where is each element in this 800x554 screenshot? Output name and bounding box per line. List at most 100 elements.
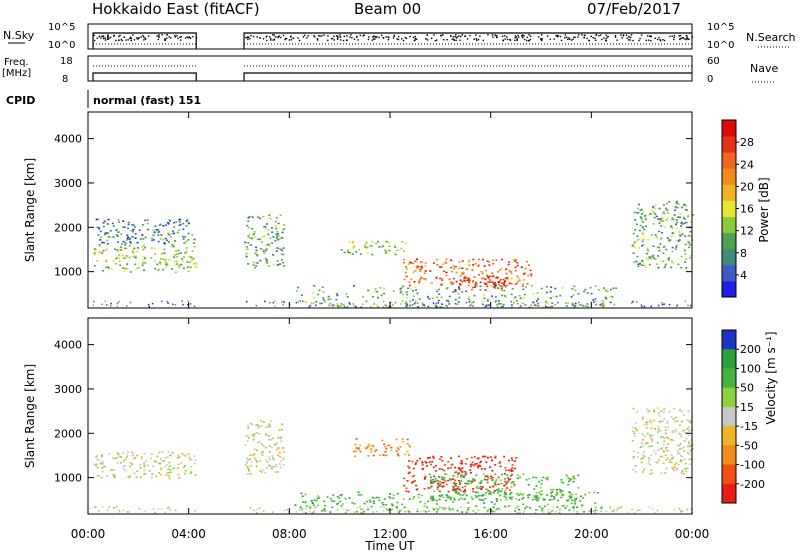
nsky-point bbox=[614, 36, 617, 38]
echo-pixel bbox=[659, 243, 662, 245]
echo-pixel bbox=[348, 251, 351, 254]
echo-pixel bbox=[518, 508, 521, 511]
echo-pixel bbox=[464, 482, 466, 485]
echo-pixel bbox=[127, 476, 130, 478]
echo-pixel bbox=[410, 278, 413, 280]
echo-pixel bbox=[675, 200, 678, 203]
echo-pixel bbox=[485, 269, 488, 272]
echo-pixel bbox=[408, 460, 411, 462]
echo-pixel bbox=[99, 251, 102, 253]
nsky-point bbox=[136, 38, 139, 40]
echo-pixel bbox=[637, 265, 640, 268]
echo-pixel bbox=[527, 274, 530, 277]
nsky-point bbox=[277, 35, 280, 38]
echo-pixel bbox=[525, 286, 527, 288]
nsky-point bbox=[650, 40, 652, 42]
velocity-colorbar-tick-label: -50 bbox=[740, 439, 758, 452]
echo-pixel bbox=[444, 507, 447, 510]
nsky-point bbox=[514, 37, 516, 39]
nsky-point bbox=[632, 39, 634, 42]
echo-pixel bbox=[175, 253, 178, 256]
echo-pixel bbox=[302, 300, 304, 302]
echo-pixel bbox=[183, 454, 185, 456]
echo-pixel bbox=[445, 271, 448, 274]
echo-pixel bbox=[689, 422, 692, 424]
echo-pixel bbox=[261, 454, 264, 456]
nsky-point bbox=[415, 38, 418, 40]
echo-pixel bbox=[432, 457, 435, 459]
echo-pixel bbox=[247, 427, 250, 429]
echo-pixel bbox=[253, 233, 255, 235]
echo-pixel bbox=[482, 258, 485, 261]
echo-pixel bbox=[339, 494, 342, 496]
echo-pixel bbox=[146, 219, 149, 221]
echo-pixel bbox=[546, 476, 549, 479]
echo-pixel bbox=[369, 244, 371, 247]
echo-pixel bbox=[513, 485, 516, 487]
echo-pixel bbox=[634, 471, 637, 473]
echo-pixel bbox=[645, 426, 648, 429]
echo-pixel bbox=[420, 277, 423, 280]
echo-pixel bbox=[577, 487, 580, 489]
echo-pixel bbox=[484, 289, 487, 291]
echo-pixel bbox=[312, 302, 315, 304]
x-tick-label: 20:00 bbox=[574, 527, 609, 541]
nsky-point bbox=[630, 36, 632, 39]
echo-pixel bbox=[514, 260, 517, 263]
echo-pixel bbox=[633, 241, 636, 244]
echo-pixel bbox=[174, 271, 177, 274]
echo-pixel bbox=[356, 507, 358, 509]
echo-pixel bbox=[543, 498, 546, 501]
echo-pixel bbox=[282, 261, 284, 264]
echo-pixel bbox=[424, 278, 427, 281]
echo-pixel bbox=[675, 468, 678, 470]
nsky-point bbox=[321, 35, 323, 37]
power-colorbar-swatch bbox=[722, 152, 736, 169]
echo-pixel bbox=[505, 268, 508, 271]
echo-pixel bbox=[193, 462, 196, 465]
echo-pixel bbox=[573, 498, 576, 501]
echo-pixel bbox=[102, 249, 105, 252]
echo-pixel bbox=[412, 497, 415, 500]
echo-pixel bbox=[246, 224, 249, 227]
echo-pixel bbox=[194, 266, 197, 268]
echo-pixel bbox=[100, 476, 103, 479]
echo-pixel bbox=[432, 455, 435, 458]
echo-pixel bbox=[333, 500, 336, 503]
nsky-point bbox=[158, 35, 160, 37]
echo-pixel bbox=[437, 302, 439, 304]
echo-pixel bbox=[405, 275, 408, 278]
echo-pixel bbox=[617, 507, 619, 510]
echo-pixel bbox=[405, 301, 408, 303]
echo-pixel bbox=[105, 260, 108, 263]
echo-pixel bbox=[631, 244, 634, 247]
echo-pixel bbox=[469, 465, 472, 468]
echo-pixel bbox=[260, 248, 263, 250]
echo-pixel bbox=[499, 278, 502, 281]
echo-pixel bbox=[412, 467, 415, 470]
velocity-colorbar-tick-label: -200 bbox=[740, 478, 765, 491]
echo-pixel bbox=[470, 303, 473, 305]
velocity-colorbar-frame bbox=[721, 329, 737, 504]
echo-pixel bbox=[172, 303, 174, 306]
echo-pixel bbox=[187, 300, 189, 302]
nsky-point bbox=[353, 38, 356, 40]
echo-pixel bbox=[684, 243, 687, 246]
echo-pixel bbox=[252, 264, 255, 266]
echo-pixel bbox=[600, 507, 603, 509]
echo-pixel bbox=[365, 447, 368, 450]
echo-pixel bbox=[689, 243, 692, 246]
echo-pixel bbox=[160, 234, 163, 236]
echo-pixel bbox=[659, 455, 662, 458]
echo-pixel bbox=[663, 213, 666, 215]
echo-pixel bbox=[565, 302, 567, 304]
echo-pixel bbox=[455, 482, 458, 485]
echo-pixel bbox=[646, 258, 649, 261]
echo-pixel bbox=[668, 257, 671, 259]
echo-pixel bbox=[129, 237, 132, 239]
echo-pixel bbox=[152, 229, 155, 232]
echo-pixel bbox=[379, 286, 382, 289]
echo-pixel bbox=[266, 262, 269, 264]
echo-pixel bbox=[390, 449, 393, 452]
nsky-point bbox=[601, 38, 603, 41]
